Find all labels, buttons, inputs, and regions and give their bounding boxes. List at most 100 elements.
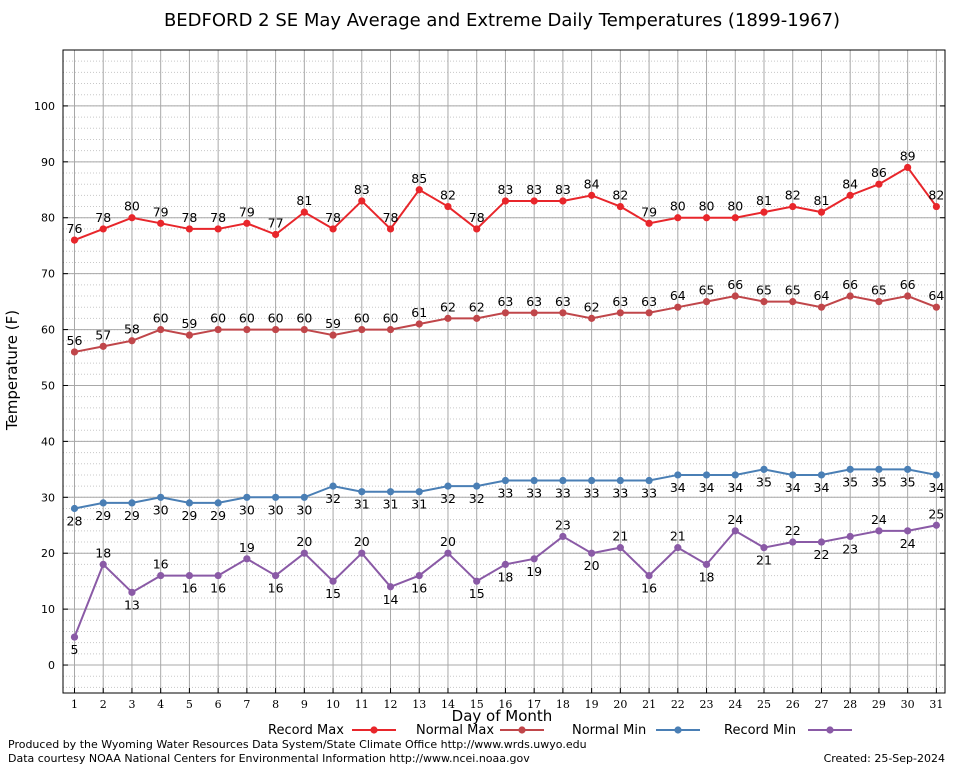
data-point-normal-max (386, 325, 395, 334)
x-tick-label: 1 (71, 698, 78, 711)
data-label-record-max: 82 (440, 188, 456, 203)
data-label-normal-max: 66 (727, 277, 743, 292)
data-label-record-max: 77 (268, 216, 284, 231)
data-point-record-min (358, 549, 366, 557)
data-label-normal-min: 29 (95, 508, 111, 523)
data-point-record-max (157, 219, 165, 227)
data-point-record-max (185, 225, 194, 233)
data-label-record-min: 18 (95, 545, 111, 560)
data-point-record-max (875, 180, 883, 188)
x-tick-label: 18 (556, 698, 570, 711)
x-tick-label: 10 (326, 698, 340, 711)
data-label-normal-min: 33 (641, 486, 657, 501)
x-tick-label: 20 (613, 698, 627, 711)
data-point-normal-max (243, 325, 251, 334)
data-label-record-min: 22 (814, 547, 830, 562)
data-label-record-min: 24 (900, 536, 916, 551)
data-label-record-min: 13 (124, 597, 140, 612)
data-label-record-min: 14 (383, 592, 399, 607)
data-point-record-min (243, 555, 251, 563)
data-point-record-min (616, 544, 624, 552)
x-tick-label: 8 (272, 698, 279, 711)
data-label-record-max: 78 (325, 210, 341, 225)
data-point-normal-max (817, 303, 826, 311)
data-label-record-max: 78 (95, 210, 111, 225)
data-label-record-min: 20 (296, 534, 312, 549)
y-tick-label: 0 (48, 659, 55, 672)
data-label-normal-min: 30 (239, 502, 255, 517)
legend-item-normal-max: Normal Max (416, 723, 544, 738)
x-tick-label: 30 (901, 698, 915, 711)
data-point-normal-min (588, 476, 596, 485)
data-label-record-max: 84 (842, 176, 858, 191)
data-point-record-min (645, 571, 653, 580)
data-point-normal-max (271, 325, 280, 334)
data-point-normal-min (329, 482, 337, 490)
legend-label: Record Min (724, 723, 796, 738)
data-point-record-max (99, 225, 107, 233)
data-label-record-max: 85 (411, 171, 427, 186)
data-label-normal-min: 32 (469, 491, 485, 506)
data-point-record-min (588, 549, 596, 557)
data-label-normal-min: 31 (354, 497, 370, 512)
data-label-normal-min: 30 (268, 502, 284, 517)
data-label-normal-max: 66 (842, 277, 858, 292)
data-label-record-min: 20 (354, 534, 370, 549)
data-point-record-max (702, 214, 711, 222)
series-normal-min: 28 29 29 30 29 29 30 30 30 32 31 31 31 32 32 33 33 33 33 33… (67, 465, 944, 528)
data-label-record-min: 20 (440, 534, 456, 549)
data-label-record-max: 78 (469, 210, 485, 225)
data-point-record-max (530, 197, 538, 205)
data-label-normal-max: 63 (641, 294, 657, 309)
data-label-record-min: 23 (555, 517, 571, 532)
y-tick-label: 90 (41, 156, 55, 169)
data-point-normal-min (817, 471, 826, 479)
data-label-normal-min: 31 (411, 497, 427, 512)
data-label-normal-max: 63 (612, 294, 628, 309)
data-label-record-min: 22 (785, 523, 801, 538)
data-label-record-max: 78 (210, 210, 226, 225)
data-point-record-min (99, 560, 107, 569)
data-point-normal-max (358, 325, 366, 334)
data-label-normal-max: 64 (928, 288, 944, 303)
y-tick-label: 40 (41, 435, 55, 448)
data-point-record-max (386, 225, 395, 233)
data-label-record-max: 83 (354, 182, 370, 197)
data-label-normal-min: 28 (67, 513, 83, 528)
legend-swatch-marker (370, 726, 378, 734)
data-point-normal-min (559, 476, 567, 485)
data-point-record-min (674, 544, 682, 552)
data-point-normal-min (789, 471, 797, 479)
y-tick-label: 30 (41, 491, 55, 504)
legend: Record Max Normal Max Normal Min Record Min (268, 723, 852, 738)
x-tick-label: 12 (384, 698, 398, 711)
data-point-normal-min (875, 465, 883, 473)
data-point-record-min (559, 532, 567, 541)
data-point-record-max (271, 230, 280, 239)
series-normal-max: 56 57 58 60 59 60 60 60 60 59 60 60 61 62 62 63 63 63 62 63… (67, 277, 944, 356)
data-label-normal-min: 33 (555, 486, 571, 501)
chart-title: BEDFORD 2 SE May Average and Extreme Dai… (164, 10, 840, 31)
data-label-normal-min: 34 (814, 480, 830, 495)
data-label-record-min: 21 (756, 553, 772, 568)
data-label-normal-min: 34 (699, 480, 715, 495)
data-label-normal-max: 65 (756, 283, 772, 298)
data-point-record-max (444, 202, 452, 211)
data-point-record-max (645, 219, 653, 227)
data-point-record-min (444, 549, 452, 557)
data-point-normal-min (128, 499, 136, 507)
data-point-normal-max (932, 303, 940, 311)
data-label-record-min: 16 (268, 581, 284, 596)
data-label-normal-max: 61 (411, 305, 427, 320)
data-point-record-max (616, 202, 624, 211)
data-point-record-max (415, 186, 423, 194)
data-label-normal-min: 35 (871, 474, 887, 489)
data-label-record-min: 16 (641, 581, 657, 596)
data-label-normal-min: 30 (296, 502, 312, 517)
data-label-record-max: 82 (785, 188, 801, 203)
data-label-record-max: 80 (727, 199, 743, 214)
x-tick-label: 13 (412, 698, 426, 711)
data-label-normal-max: 63 (555, 294, 571, 309)
data-label-record-max: 82 (612, 188, 628, 203)
data-point-normal-max (789, 298, 797, 306)
